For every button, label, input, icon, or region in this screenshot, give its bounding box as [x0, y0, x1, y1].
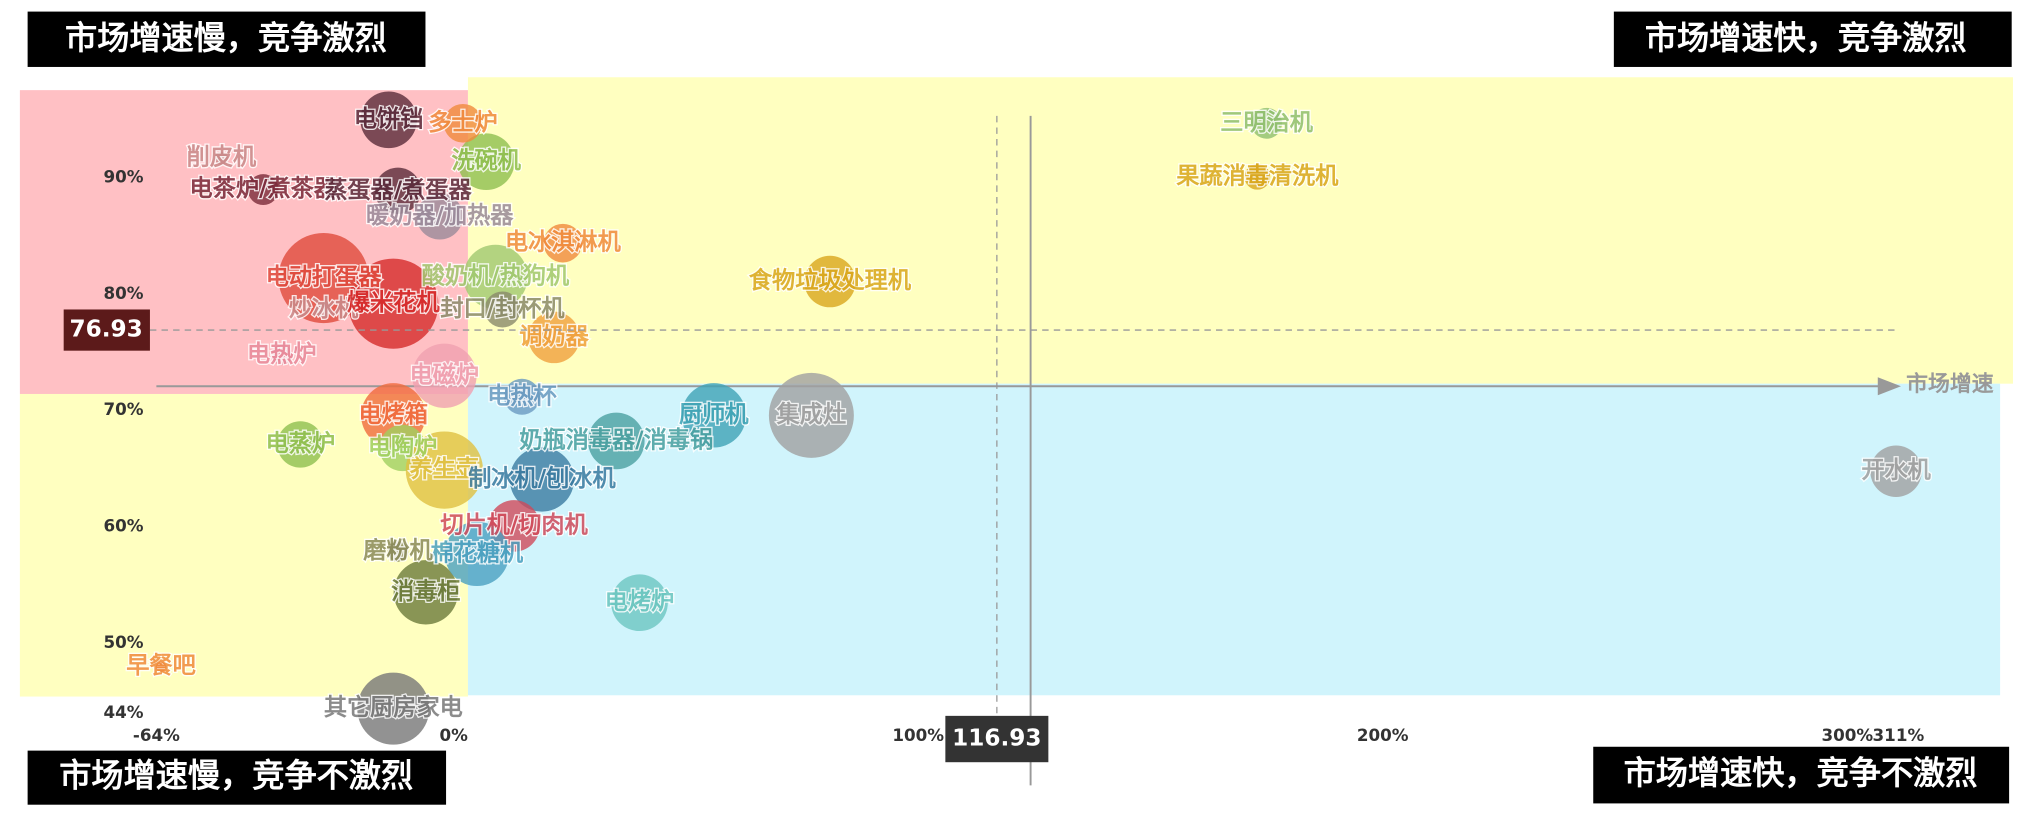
bubble: [348, 258, 439, 349]
bubble-label: 切片机/切肉机: [440, 511, 588, 538]
bubble-label: 奶瓶消毒器/消毒锅: [519, 426, 713, 453]
x-tick-label: 300%: [1821, 725, 1873, 745]
bubble-label: 洗碗机: [451, 147, 521, 174]
bubble: [804, 255, 856, 308]
quadrant-label: 市场增速快，竞争激烈: [1645, 19, 1967, 57]
y-tick-label: 44%: [103, 702, 143, 722]
bubble: [443, 103, 483, 143]
bubble: [503, 378, 540, 415]
bubble: [271, 344, 293, 366]
bubble: [412, 343, 477, 408]
bubble: [463, 244, 528, 310]
bubble: [360, 91, 417, 149]
bubble-label: 暖奶器/加热器: [366, 202, 514, 229]
bubble: [277, 421, 324, 468]
reference-box: [945, 715, 1049, 763]
bubble: [444, 521, 510, 587]
bubble-label: 食物垃圾处理机: [749, 267, 912, 294]
bubble-label: 磨粉机: [363, 537, 433, 564]
bubble-label: 三明治机: [1220, 109, 1313, 136]
bubble-label: 电烤箱: [359, 401, 428, 428]
bubble-label: 制冰机/刨冰机: [468, 465, 616, 492]
bubble: [528, 311, 580, 364]
bubble: [315, 301, 332, 318]
x-tick-label: 0%: [439, 725, 468, 745]
reference-label: 116.93: [952, 725, 1041, 752]
bubble-label: 养生壶: [409, 456, 479, 483]
bubble: [405, 431, 484, 509]
bubble-label: 电陶炉: [368, 433, 437, 460]
bubble: [543, 223, 583, 263]
bubble-label: 削皮机: [187, 144, 257, 171]
x-tick-label: -64%: [133, 725, 180, 745]
bubble-label: 电磁炉: [410, 361, 479, 388]
bubble: [484, 291, 521, 328]
bubble: [387, 541, 409, 562]
bubble: [416, 193, 463, 240]
bubble-label: 炒冰机: [289, 295, 359, 322]
axis-arrow: [1877, 377, 1901, 396]
bubble-label: 酸奶机/热狗机: [422, 262, 570, 289]
x-axis-label: 市场增速: [1906, 371, 1994, 397]
bubble-label: 开水机: [1861, 457, 1931, 484]
quadrant-box: [1613, 11, 2012, 67]
bubble: [1251, 107, 1283, 139]
bubble: [457, 133, 515, 191]
bubble-label: 电冰淇淋机: [505, 229, 622, 256]
x-tick-label: 311%: [1873, 725, 1925, 745]
bubble: [509, 447, 575, 512]
bubble: [611, 574, 668, 632]
bubble: [247, 174, 279, 206]
bubble: [278, 232, 369, 324]
y-tick-label: 70%: [103, 399, 143, 419]
bubble: [374, 167, 422, 214]
bubble-label: 电蒸炉: [266, 430, 335, 457]
reference-label: 76.93: [70, 316, 143, 343]
y-tick-label: 60%: [103, 516, 143, 536]
bubble-label: 多士炉: [428, 109, 497, 136]
quadrant-label: 市场增速慢，竞争不激烈: [59, 757, 413, 795]
bubble-label: 电茶炉/煮茶器: [190, 175, 338, 202]
bubble: [155, 661, 167, 672]
bubble: [214, 151, 228, 165]
y-tick-label: 80%: [103, 283, 143, 303]
quadrant-box: [27, 750, 447, 805]
bubble-label: 早餐吧: [126, 652, 195, 679]
bubble-label: 棉花糖机: [431, 539, 524, 566]
bubble: [768, 372, 854, 458]
bubble-label: 消毒柜: [391, 578, 460, 605]
bubble-label: 电动打蛋器: [266, 264, 383, 291]
quadrant-box: [1593, 746, 2010, 804]
quadrant-bg: [467, 77, 2013, 384]
x-tick-label: 200%: [1357, 725, 1409, 745]
bubble-label: 电热炉: [247, 340, 316, 367]
bubble: [1244, 163, 1271, 190]
bubble-label: 其它厨房家电: [324, 694, 463, 721]
y-tick-label: 90%: [103, 166, 143, 186]
bubble-label: 封口/封杯机: [440, 295, 565, 322]
bubble-label: 果蔬消毒清洗机: [1176, 162, 1339, 189]
bubble-label: 集成灶: [776, 401, 846, 428]
bubble: [587, 412, 645, 470]
bubble: [1870, 445, 1922, 497]
bubble-label: 电热杯: [487, 382, 557, 409]
quadrant-label: 市场增速快，竞争不激烈: [1624, 754, 1978, 792]
quadrant-box: [27, 11, 426, 67]
bubble: [393, 560, 458, 625]
bubble-label: 调奶器: [519, 323, 589, 350]
bubble-label: 爆米花机: [347, 289, 440, 316]
bubble-label: 蒸蛋器/煮蛋器: [324, 176, 472, 203]
bubble-label: 电烤炉: [605, 588, 674, 615]
bubble: [357, 672, 430, 745]
quadrant-label: 市场增速慢，竞争激烈: [65, 19, 387, 57]
bubble-label: 电饼铛: [354, 105, 423, 132]
reference-box: [63, 309, 150, 351]
bubble-label: 厨师机: [679, 401, 749, 428]
x-tick-label: 100%: [892, 725, 944, 745]
y-tick-label: 50%: [103, 632, 143, 652]
bubble: [681, 383, 747, 448]
